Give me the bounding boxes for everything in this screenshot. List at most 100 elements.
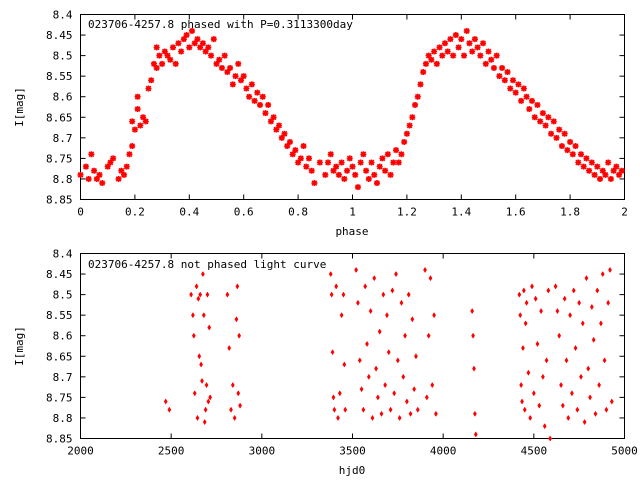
- phased-data-point: [237, 77, 244, 84]
- unphased-data-point: [167, 406, 172, 413]
- phased-data-point: [99, 180, 106, 187]
- unphased-data-point: [521, 287, 526, 294]
- unphased-data-point: [577, 299, 582, 306]
- unphased-data-point: [582, 418, 587, 426]
- phased-data-point: [605, 159, 612, 166]
- phased-y-tick-label: 8.5: [53, 50, 73, 63]
- phased-data-point: [599, 167, 606, 174]
- phased-y-tick-label: 8.65: [46, 111, 73, 124]
- unphased-data-point: [198, 291, 203, 298]
- unphased-x-ticks: 2000 2500 3000 3500 4000 4500 5000: [67, 253, 638, 458]
- phased-data-point: [175, 40, 182, 47]
- phased-data-point: [403, 130, 410, 137]
- phased-data-point: [610, 167, 617, 174]
- phased-data-point: [433, 60, 440, 67]
- phased-panel: 8.4 8.45 8.5 8.55 8.6 8.65 8.7 8.75 8.8 8.85 0 0.2…: [13, 9, 628, 239]
- phased-data-point: [414, 93, 421, 100]
- phased-y-tick-label: 8.85: [46, 194, 73, 207]
- phased-data-point: [159, 60, 166, 67]
- phased-data-point: [213, 60, 220, 67]
- phased-data-point: [335, 171, 342, 178]
- phased-data-point: [515, 81, 522, 88]
- unphased-x-tick-label: 3000: [249, 445, 276, 458]
- unphased-data-point: [399, 299, 404, 306]
- phased-y-tick-label: 8.45: [46, 29, 73, 42]
- phased-data-point: [352, 171, 359, 178]
- phased-data-point: [529, 97, 536, 104]
- unphased-y-tick-label: 8.5: [53, 289, 73, 302]
- unphased-data-point: [394, 270, 398, 278]
- phased-data-point: [289, 151, 296, 158]
- phased-data-point: [618, 167, 625, 174]
- phased-data-point: [412, 101, 419, 108]
- unphased-data-point: [406, 291, 411, 298]
- phased-data-point: [126, 151, 133, 158]
- unphased-data-points: [163, 266, 614, 442]
- phased-data-point: [417, 81, 424, 88]
- phased-data-point: [577, 151, 584, 158]
- unphased-data-point: [403, 332, 407, 339]
- phased-data-point: [572, 143, 579, 150]
- unphased-data-point: [546, 287, 551, 294]
- phased-data-point: [488, 56, 495, 63]
- phased-x-tick-label: 1.6: [506, 206, 526, 219]
- phased-data-point: [276, 122, 283, 129]
- unphased-data-point: [555, 307, 560, 315]
- phased-plot-title: 023706-4257.8 phased with P=0.3113300day: [88, 18, 353, 31]
- phased-data-point: [373, 180, 380, 187]
- unphased-data-point: [388, 406, 393, 413]
- phased-x-axis-label: phase: [335, 225, 368, 238]
- phased-data-point: [189, 27, 196, 34]
- unphased-data-point: [359, 386, 364, 393]
- unphased-data-point: [328, 270, 333, 278]
- unphased-y-tick-label: 8.85: [46, 433, 73, 446]
- unphased-data-point: [523, 320, 528, 327]
- unphased-data-point: [227, 344, 232, 352]
- phased-data-point: [322, 171, 329, 178]
- unphased-data-point: [342, 361, 347, 368]
- phased-data-point: [371, 171, 378, 178]
- unphased-data-point: [334, 283, 339, 290]
- unphased-y-tick-label: 8.45: [46, 268, 73, 281]
- phased-data-point: [172, 60, 179, 67]
- unphased-data-point: [573, 344, 578, 352]
- unphased-data-point: [341, 291, 346, 298]
- unphased-data-point: [423, 266, 427, 274]
- phased-data-point: [548, 130, 555, 137]
- unphased-data-point: [473, 410, 477, 417]
- unphased-data-point: [191, 312, 195, 319]
- phased-data-point: [458, 36, 465, 43]
- unphased-data-point: [562, 295, 567, 302]
- phased-data-point: [240, 73, 247, 80]
- phased-data-point: [455, 44, 462, 51]
- phased-x-tick-label: 0: [77, 206, 84, 219]
- unphased-data-point: [533, 295, 538, 302]
- phased-data-point: [104, 163, 111, 170]
- unphased-data-point: [593, 410, 598, 417]
- unphased-x-tick-label: 2000: [67, 445, 94, 458]
- phased-data-point: [297, 155, 304, 162]
- phased-y-axis-label: I[mag]: [13, 87, 26, 127]
- unphased-data-point: [336, 414, 340, 422]
- unphased-data-point: [410, 316, 415, 323]
- phased-data-point: [431, 48, 438, 55]
- phased-data-point: [308, 167, 315, 174]
- unphased-data-point: [595, 287, 600, 294]
- unphased-data-point: [206, 398, 211, 405]
- phased-data-point: [569, 151, 576, 158]
- unphased-data-point: [559, 381, 563, 389]
- phased-data-point: [558, 143, 565, 150]
- unphased-data-point: [405, 398, 409, 405]
- phased-data-point: [221, 52, 228, 59]
- unphased-data-point: [204, 381, 209, 389]
- unphased-x-tick-label: 4000: [430, 445, 457, 458]
- phased-data-point: [197, 44, 204, 51]
- phased-data-point: [123, 163, 130, 170]
- unphased-data-point: [375, 394, 380, 401]
- unphased-data-point: [414, 353, 418, 360]
- phased-y-tick-label: 8.4: [53, 9, 73, 22]
- unphased-data-point: [530, 283, 534, 290]
- phased-data-point: [186, 44, 193, 51]
- phased-data-point: [575, 159, 582, 166]
